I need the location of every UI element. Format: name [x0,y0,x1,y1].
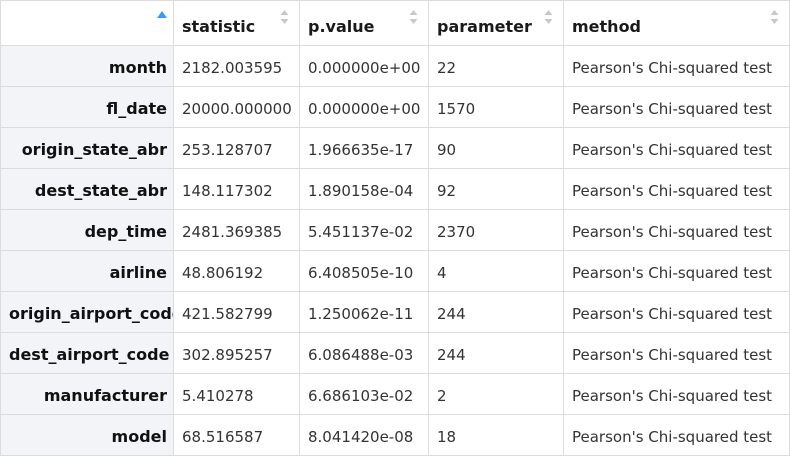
column-header-parameter[interactable]: parameter [428,0,564,46]
row-name: model [0,414,174,456]
cell-method: Pearson's Chi-squared test [563,332,790,374]
cell-method: Pearson's Chi-squared test [563,414,790,456]
cell-statistic: 5.410278 [173,373,300,415]
cell-statistic: 253.128707 [173,127,300,169]
sort-unsorted-icon[interactable] [770,9,779,27]
table-row: origin_airport_code 421.582799 1.250062e… [0,291,790,333]
column-header-label: parameter [437,16,532,36]
cell-method: Pearson's Chi-squared test [563,45,790,87]
sort-unsorted-icon[interactable] [280,9,289,27]
table-row: fl_date 20000.000000 0.000000e+00 1570 P… [0,86,790,128]
cell-parameter: 244 [428,291,564,333]
cell-statistic: 2481.369385 [173,209,300,251]
cell-parameter: 1570 [428,86,564,128]
row-name: manufacturer [0,373,174,415]
sort-unsorted-icon[interactable] [409,9,418,27]
cell-statistic: 68.516587 [173,414,300,456]
cell-statistic: 48.806192 [173,250,300,292]
cell-method: Pearson's Chi-squared test [563,373,790,415]
cell-parameter: 92 [428,168,564,210]
table-row: dest_state_abr 148.117302 1.890158e-04 9… [0,168,790,210]
cell-pvalue: 0.000000e+00 [299,45,429,87]
column-header-method[interactable]: method [563,0,790,46]
cell-pvalue: 6.686103e-02 [299,373,429,415]
cell-parameter: 18 [428,414,564,456]
cell-method: Pearson's Chi-squared test [563,168,790,210]
row-name: dep_time [0,209,174,251]
cell-pvalue: 1.250062e-11 [299,291,429,333]
row-name: dest_state_abr [0,168,174,210]
cell-parameter: 244 [428,332,564,374]
table-body: month 2182.003595 0.000000e+00 22 Pearso… [0,45,790,456]
cell-statistic: 421.582799 [173,291,300,333]
row-name: fl_date [0,86,174,128]
cell-pvalue: 6.408505e-10 [299,250,429,292]
cell-method: Pearson's Chi-squared test [563,86,790,128]
cell-pvalue: 6.086488e-03 [299,332,429,374]
cell-method: Pearson's Chi-squared test [563,250,790,292]
table-row: dep_time 2481.369385 5.451137e-02 2370 P… [0,209,790,251]
cell-statistic: 20000.000000 [173,86,300,128]
table-row: manufacturer 5.410278 6.686103e-02 2 Pea… [0,373,790,415]
cell-pvalue: 1.966635e-17 [299,127,429,169]
table-row: month 2182.003595 0.000000e+00 22 Pearso… [0,45,790,87]
table-row: dest_airport_code 302.895257 6.086488e-0… [0,332,790,374]
sort-unsorted-icon[interactable] [544,9,553,27]
cell-method: Pearson's Chi-squared test [563,291,790,333]
cell-statistic: 302.895257 [173,332,300,374]
column-header-pvalue[interactable]: p.value [299,0,429,46]
cell-pvalue: 1.890158e-04 [299,168,429,210]
column-header-label: method [572,16,642,36]
cell-parameter: 22 [428,45,564,87]
cell-method: Pearson's Chi-squared test [563,127,790,169]
cell-pvalue: 5.451137e-02 [299,209,429,251]
cell-parameter: 2 [428,373,564,415]
cell-method: Pearson's Chi-squared test [563,209,790,251]
column-header-rownames[interactable] [0,0,174,46]
cell-pvalue: 0.000000e+00 [299,86,429,128]
cell-statistic: 148.117302 [173,168,300,210]
row-name: origin_airport_code [0,291,174,333]
table-row: model 68.516587 8.041420e-08 18 Pearson'… [0,414,790,456]
row-name: airline [0,250,174,292]
cell-pvalue: 8.041420e-08 [299,414,429,456]
row-name: origin_state_abr [0,127,174,169]
table-row: airline 48.806192 6.408505e-10 4 Pearson… [0,250,790,292]
row-name: month [0,45,174,87]
cell-statistic: 2182.003595 [173,45,300,87]
table-header: statistic p.value parameter method [0,0,790,46]
column-header-label: statistic [182,16,256,36]
row-name: dest_airport_code [0,332,174,374]
cell-parameter: 4 [428,250,564,292]
header-row: statistic p.value parameter method [0,0,790,46]
sort-ascending-icon[interactable] [156,10,167,28]
column-header-label: p.value [308,16,375,36]
cell-parameter: 90 [428,127,564,169]
table-row: origin_state_abr 253.128707 1.966635e-17… [0,127,790,169]
cell-parameter: 2370 [428,209,564,251]
column-header-statistic[interactable]: statistic [173,0,300,46]
